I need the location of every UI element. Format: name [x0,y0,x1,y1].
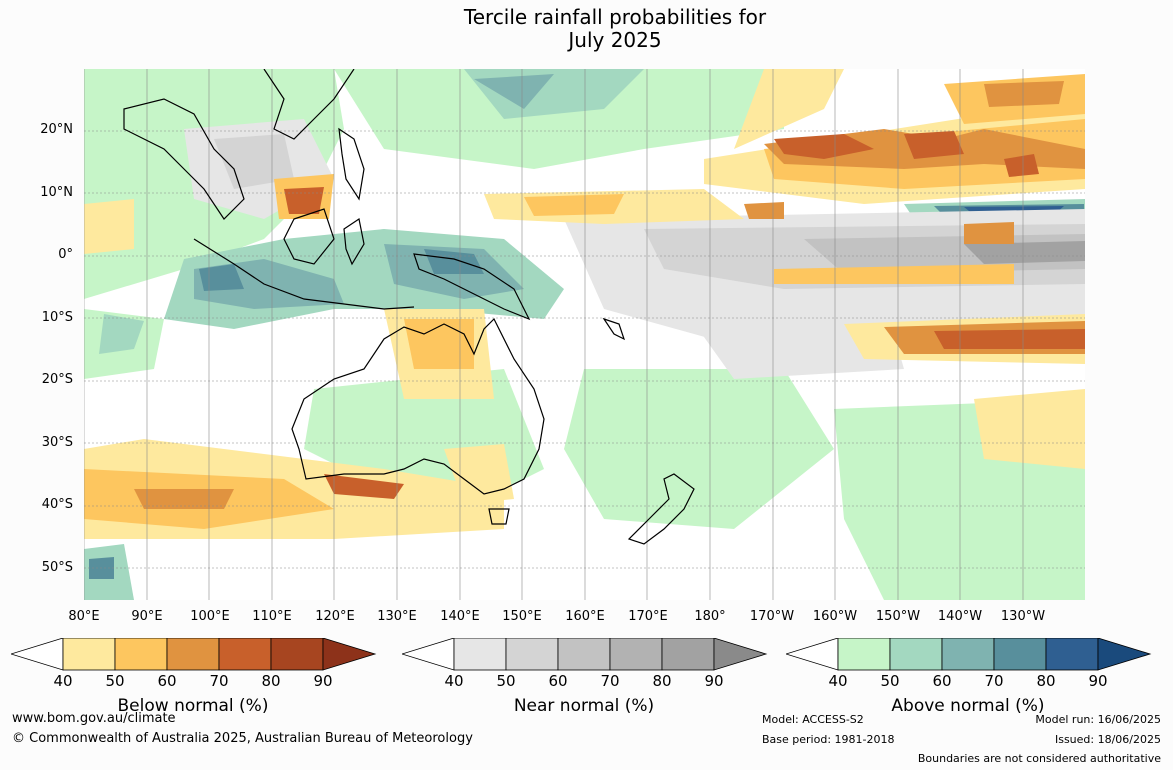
map-title-line2: July 2025 [568,28,662,52]
borneo-coastline [283,208,335,265]
lat-label-20s: 20°S [41,372,73,387]
lon-label-130e: 130°E [377,609,417,624]
near-tick-80: 80 [652,672,672,690]
lon-label-100e: 100°E [190,609,230,624]
above-tick-40: 40 [828,672,848,690]
lat-label-20n: 20°N [40,122,73,137]
below-tick-50: 50 [105,672,125,690]
indonesia-coastline [193,238,415,310]
lon-label-160e: 160°E [565,609,605,624]
lon-label-80e: 80°E [68,609,100,624]
southeast-asia-coastline [123,98,245,220]
below-tick-70: 70 [209,672,229,690]
footer-url[interactable]: www.bom.gov.au/climate [12,711,176,726]
footer-model: Model: ACCESS-S2 [762,713,864,726]
below-tick-90: 90 [313,672,333,690]
lon-label-110e: 110°E [252,609,292,624]
coastlines [123,69,695,545]
lon-label-130w: 130°W [1000,609,1046,624]
lat-label-0: 0° [58,247,73,262]
footer-model-run: Model run: 16/06/2025 [1035,713,1161,726]
lon-label-150w: 150°W [875,609,921,624]
probability-map [84,69,1085,600]
footer-base-period: Base period: 1981-2018 [762,733,895,746]
tasmania-coastline [488,508,510,525]
above-tick-80: 80 [1036,672,1056,690]
above-tick-60: 60 [932,672,952,690]
lon-label-150e: 150°E [502,609,542,624]
colorbar-title-above: Above normal (%) [891,696,1045,716]
lon-label-140e: 140°E [440,609,480,624]
pacific-islands-coastline [602,317,626,341]
lon-label-90e: 90°E [131,609,163,624]
lon-label-180: 180° [694,609,726,624]
sulawesi-coastline [343,218,365,266]
footer-disclaimer: Boundaries are not considered authoritat… [917,752,1161,765]
philippines-coastline [338,127,365,201]
above-tick-90: 90 [1088,672,1108,690]
below-tick-40: 40 [53,672,73,690]
lon-label-160w: 160°W [812,609,858,624]
lat-label-10n: 10°N [40,185,73,200]
lat-label-40s: 40°S [41,497,73,512]
near-tick-40: 40 [444,672,464,690]
lon-label-140w: 140°W [937,609,983,624]
above-tick-50: 50 [880,672,900,690]
lat-label-10s: 10°S [41,310,73,325]
colorbar-title-below: Below normal (%) [117,696,269,716]
lon-label-170w: 170°W [749,609,795,624]
new-guinea-coastline [413,253,531,321]
lon-label-120e: 120°E [315,609,355,624]
near-tick-60: 60 [548,672,568,690]
footer-copyright: © Commonwealth of Australia 2025, Austra… [12,731,473,746]
lon-label-170e: 170°E [628,609,668,624]
map-gridlines [84,69,1085,600]
below-tick-60: 60 [157,672,177,690]
below-tick-80: 80 [261,672,281,690]
lat-label-50s: 50°S [41,560,73,575]
footer-issued: Issued: 18/06/2025 [1054,733,1161,746]
colorbar-below-normal [11,638,377,671]
lat-label-30s: 30°S [41,435,73,450]
map-title-line1: Tercile rainfall probabilities for [463,5,767,29]
near-tick-70: 70 [600,672,620,690]
near-tick-50: 50 [496,672,516,690]
near-tick-90: 90 [704,672,724,690]
new-zealand-coastline [627,473,695,545]
asia-coastline [263,69,355,140]
australia-coastline [291,317,545,495]
above-tick-70: 70 [984,672,1004,690]
colorbar-title-near: Near normal (%) [513,696,655,716]
colorbar-above-normal [786,638,1152,671]
colorbar-near-normal [402,638,768,671]
